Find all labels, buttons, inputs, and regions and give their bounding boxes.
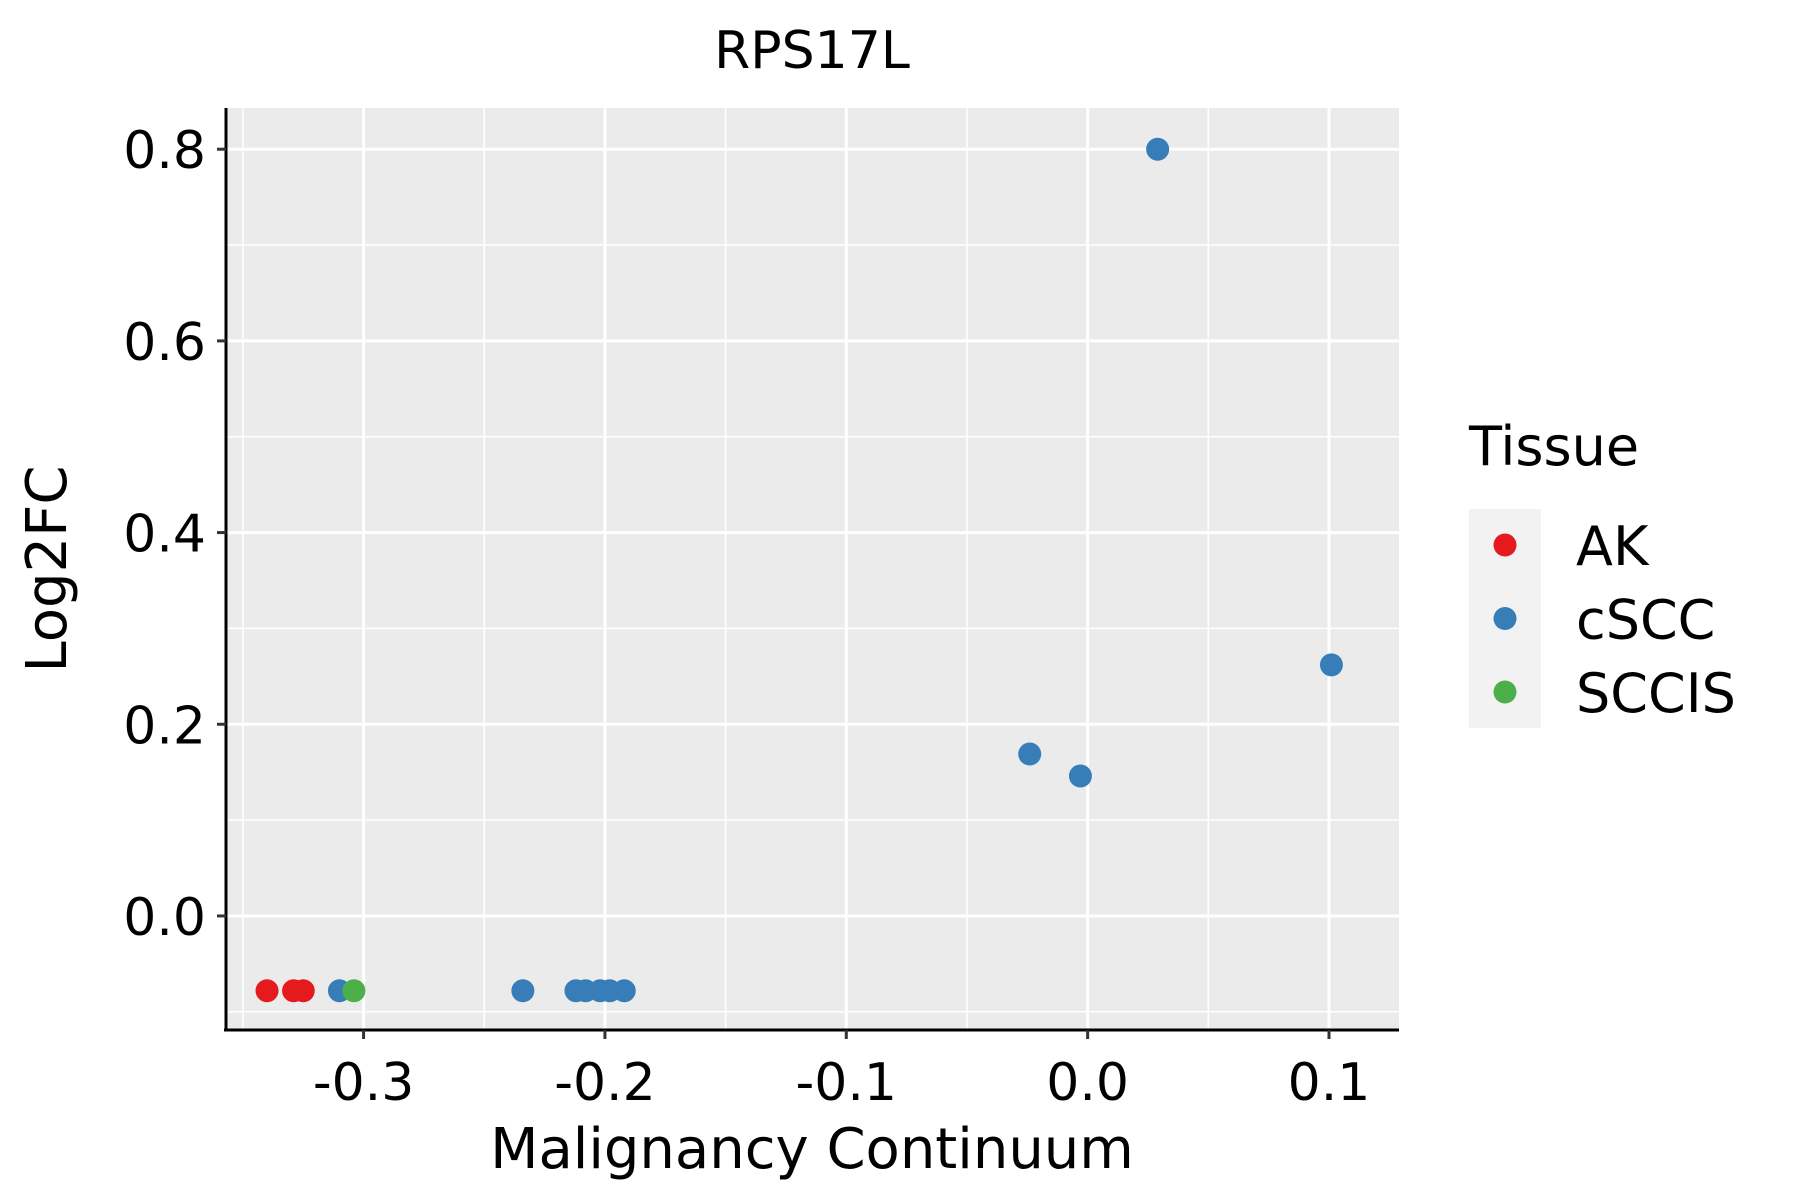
x-tick-label: -0.3 bbox=[313, 1053, 414, 1113]
legend: Tissue AK cSCC SCCIS bbox=[1468, 415, 1736, 728]
legend-label-ak: AK bbox=[1576, 515, 1650, 578]
y-tick-label: 0.6 bbox=[123, 313, 206, 373]
x-tick-label: -0.2 bbox=[554, 1053, 655, 1113]
y-tick-label: 0.0 bbox=[123, 888, 206, 948]
y-tick-label: 0.2 bbox=[123, 696, 206, 756]
data-point-cscc bbox=[1068, 764, 1092, 788]
legend-key-sccis bbox=[1493, 680, 1517, 704]
legend-label-sccis: SCCIS bbox=[1576, 662, 1736, 725]
x-axis-label: Malignancy Continuum bbox=[490, 1117, 1134, 1182]
data-point-cscc bbox=[511, 979, 535, 1003]
legend-title: Tissue bbox=[1468, 415, 1639, 478]
legend-key-ak bbox=[1493, 533, 1517, 557]
chart-title: RPS17L bbox=[714, 21, 910, 81]
data-point-cscc bbox=[1319, 653, 1343, 677]
data-point-ak bbox=[291, 979, 315, 1003]
y-tick-label: 0.4 bbox=[123, 505, 206, 565]
y-axis-label: Log2FC bbox=[15, 466, 80, 673]
x-tick-label: 0.0 bbox=[1046, 1053, 1129, 1113]
x-tick-label: -0.1 bbox=[796, 1053, 897, 1113]
data-point-sccis bbox=[342, 979, 366, 1003]
data-point-cscc bbox=[1018, 742, 1042, 766]
y-tick-label: 0.8 bbox=[123, 121, 206, 181]
x-tick-label: 0.1 bbox=[1288, 1053, 1371, 1113]
data-point-ak bbox=[255, 979, 279, 1003]
data-point-cscc bbox=[1146, 137, 1170, 161]
plot-panel bbox=[226, 108, 1399, 1030]
legend-label-cscc: cSCC bbox=[1576, 589, 1715, 652]
data-point-cscc bbox=[612, 979, 636, 1003]
legend-key-cscc bbox=[1493, 607, 1517, 630]
